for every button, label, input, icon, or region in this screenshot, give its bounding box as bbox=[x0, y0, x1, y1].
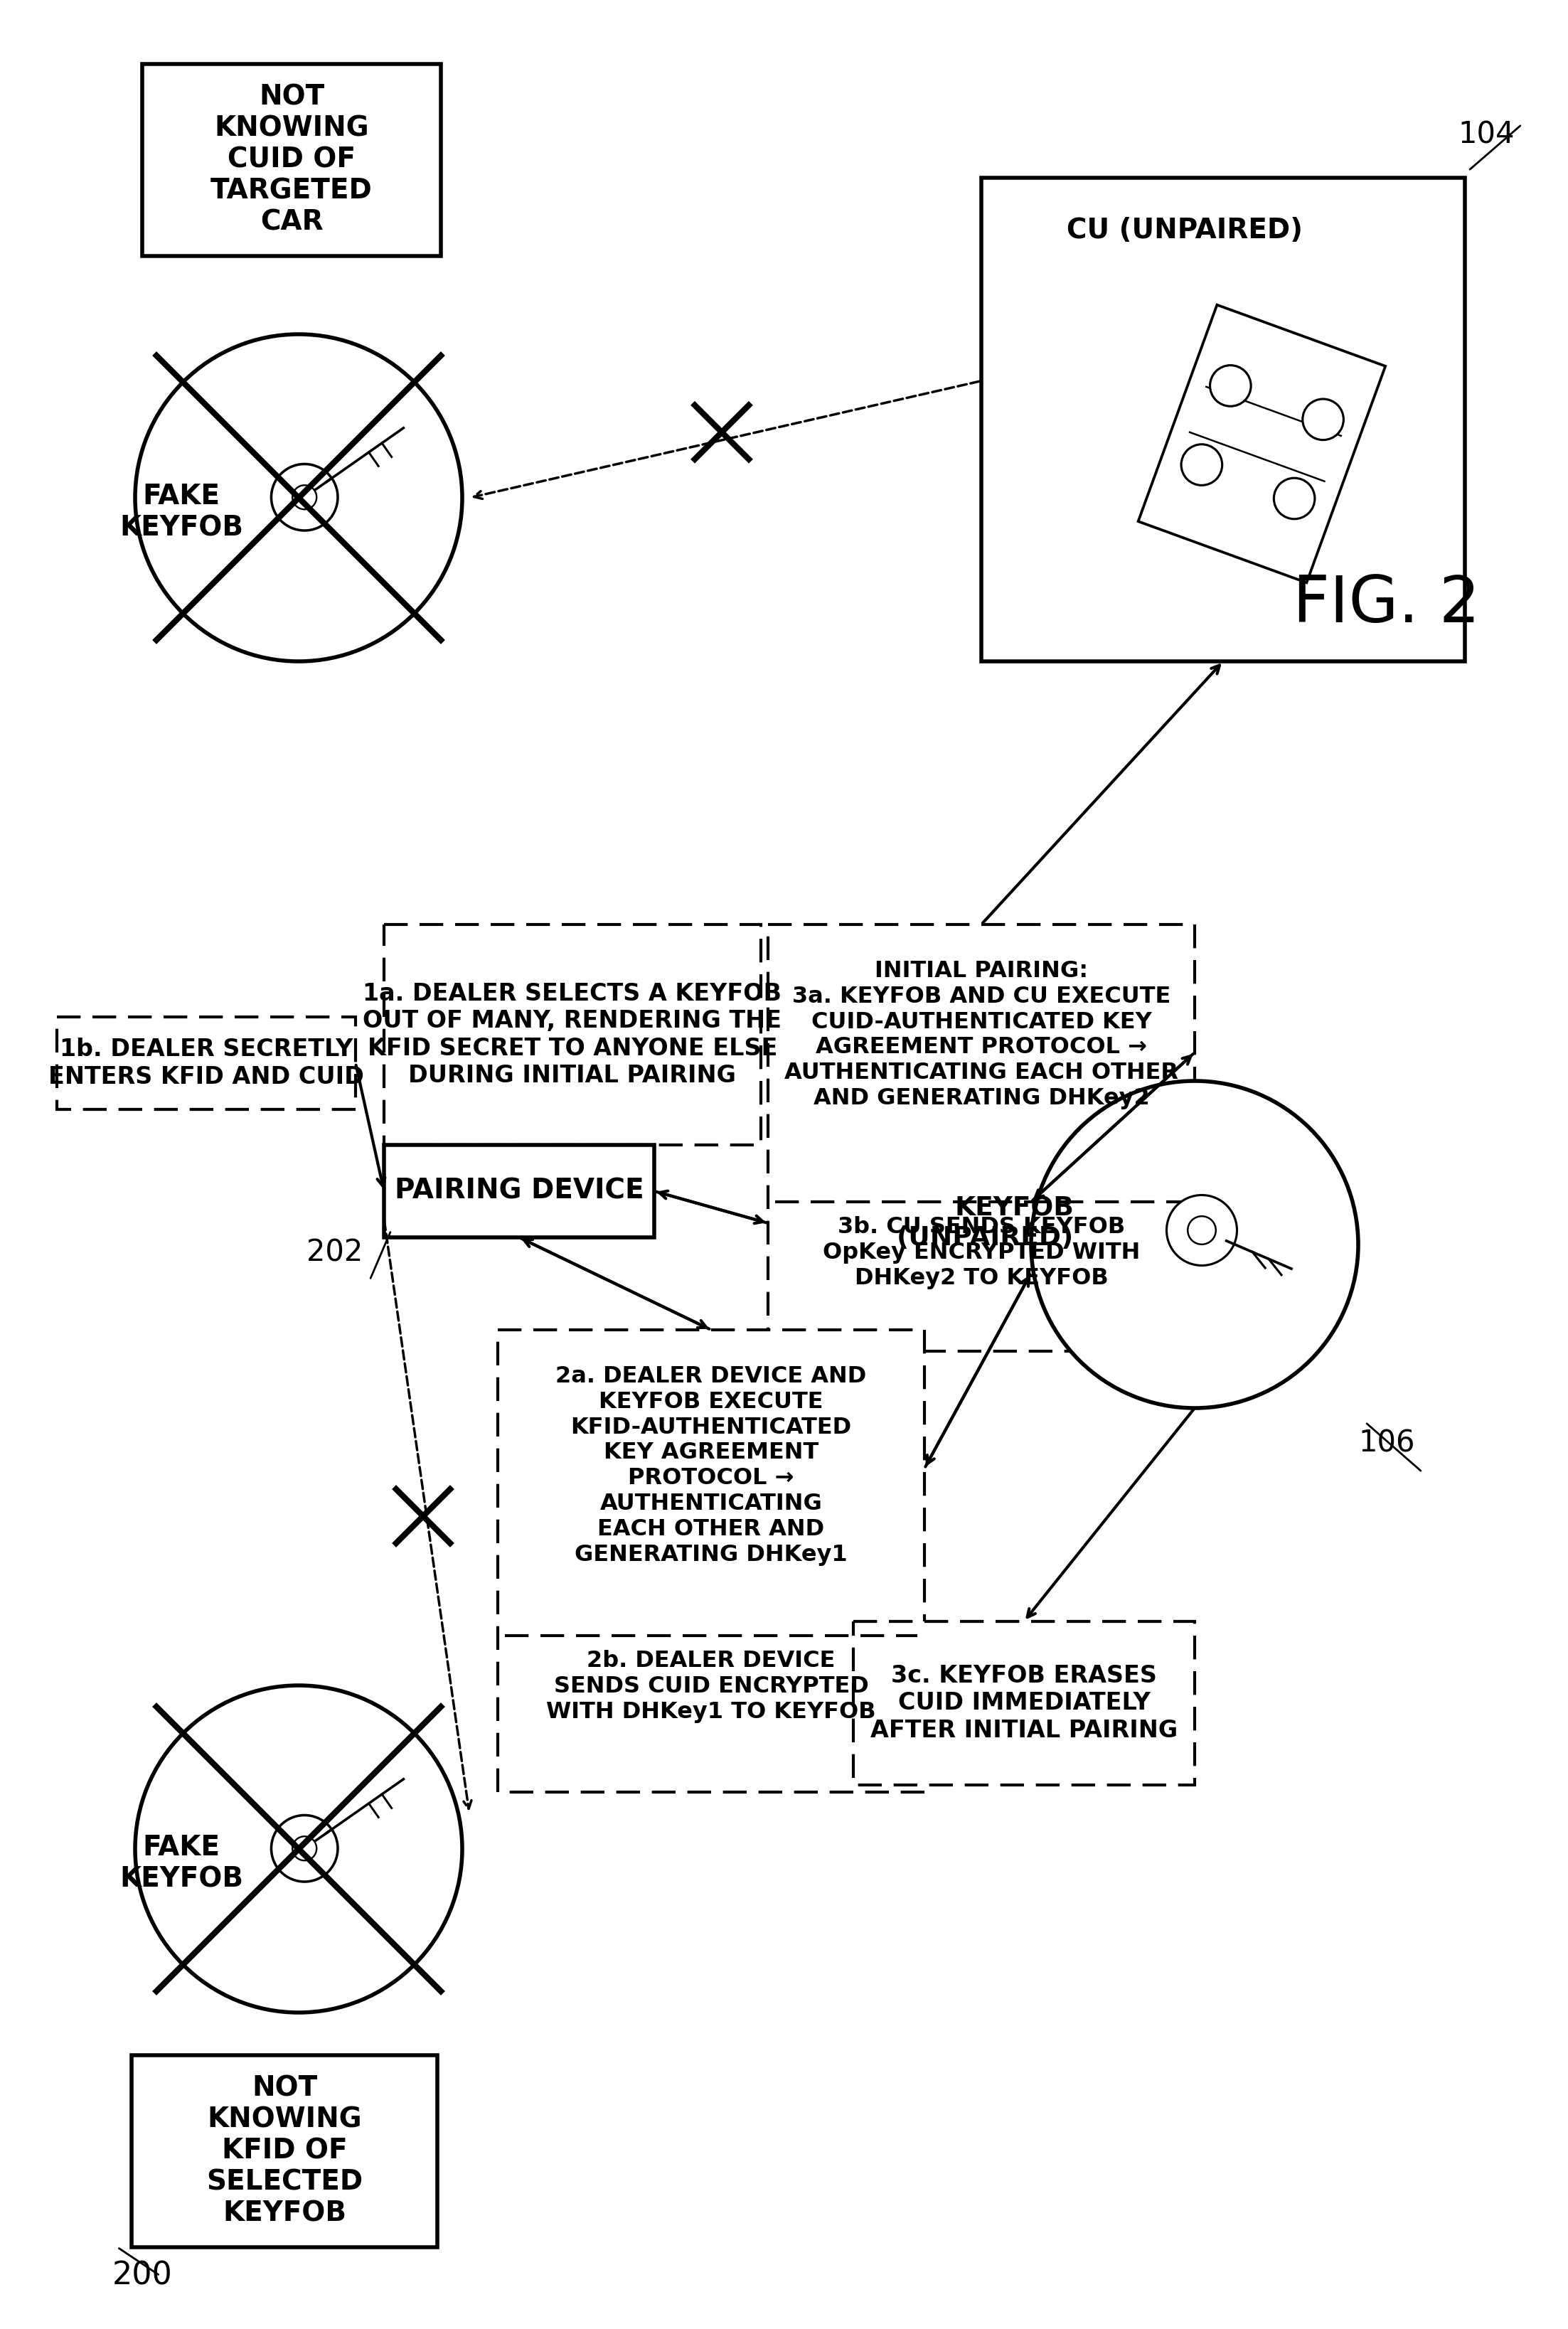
Circle shape bbox=[271, 463, 337, 531]
Bar bbox=[56, 1018, 356, 1109]
Circle shape bbox=[135, 1686, 463, 2012]
Text: KEYFOB
(UNPAIRED): KEYFOB (UNPAIRED) bbox=[897, 1195, 1074, 1251]
Bar bbox=[497, 1330, 925, 1791]
Bar bbox=[384, 925, 760, 1146]
Text: 202: 202 bbox=[306, 1237, 362, 1267]
Text: 104: 104 bbox=[1458, 121, 1515, 149]
Bar bbox=[384, 1146, 654, 1237]
Text: 3b. CU SENDS KEYFOB
OpKey ENCRYPTED WITH
DHKey2 TO KEYFOB: 3b. CU SENDS KEYFOB OpKey ENCRYPTED WITH… bbox=[823, 1216, 1140, 1288]
Text: PAIRING DEVICE: PAIRING DEVICE bbox=[395, 1178, 644, 1204]
Text: INITIAL PAIRING:
3a. KEYFOB AND CU EXECUTE
CUID-AUTHENTICATED KEY
AGREEMENT PROT: INITIAL PAIRING: 3a. KEYFOB AND CU EXECU… bbox=[784, 960, 1178, 1109]
Circle shape bbox=[1032, 1081, 1358, 1409]
Circle shape bbox=[1273, 477, 1316, 519]
Circle shape bbox=[292, 1835, 317, 1861]
Circle shape bbox=[135, 335, 463, 661]
Bar bbox=[982, 177, 1465, 661]
Text: 3c. KEYFOB ERASES
CUID IMMEDIATELY
AFTER INITIAL PAIRING: 3c. KEYFOB ERASES CUID IMMEDIATELY AFTER… bbox=[870, 1665, 1178, 1742]
Circle shape bbox=[1167, 1195, 1237, 1265]
Circle shape bbox=[292, 484, 317, 510]
Circle shape bbox=[1187, 1216, 1215, 1244]
Polygon shape bbox=[1138, 305, 1386, 582]
Bar bbox=[768, 925, 1195, 1351]
Text: NOT
KNOWING
CUID OF
TARGETED
CAR: NOT KNOWING CUID OF TARGETED CAR bbox=[210, 84, 373, 235]
Bar bbox=[853, 1621, 1195, 1784]
Circle shape bbox=[1210, 366, 1251, 405]
Circle shape bbox=[1181, 445, 1221, 484]
Text: FAKE
KEYFOB: FAKE KEYFOB bbox=[119, 1833, 243, 1893]
Text: 200: 200 bbox=[111, 2261, 172, 2292]
Circle shape bbox=[271, 1814, 337, 1882]
Text: FAKE
KEYFOB: FAKE KEYFOB bbox=[119, 482, 243, 540]
Text: CU (UNPAIRED): CU (UNPAIRED) bbox=[1066, 217, 1303, 245]
Text: FIG. 2: FIG. 2 bbox=[1294, 573, 1480, 636]
Text: 1a. DEALER SELECTS A KEYFOB
OUT OF MANY, RENDERING THE
KFID SECRET TO ANYONE ELS: 1a. DEALER SELECTS A KEYFOB OUT OF MANY,… bbox=[364, 983, 782, 1088]
Circle shape bbox=[1303, 398, 1344, 440]
Bar bbox=[132, 2054, 437, 2247]
Text: NOT
KNOWING
KFID OF
SELECTED
KEYFOB: NOT KNOWING KFID OF SELECTED KEYFOB bbox=[205, 2075, 362, 2227]
Text: 2a. DEALER DEVICE AND
KEYFOB EXECUTE
KFID-AUTHENTICATED
KEY AGREEMENT
PROTOCOL →: 2a. DEALER DEVICE AND KEYFOB EXECUTE KFI… bbox=[555, 1365, 867, 1565]
Text: 2b. DEALER DEVICE
SENDS CUID ENCRYPTED
WITH DHKey1 TO KEYFOB: 2b. DEALER DEVICE SENDS CUID ENCRYPTED W… bbox=[546, 1649, 877, 1723]
Text: 1b. DEALER SECRETLY
ENTERS KFID AND CUID: 1b. DEALER SECRETLY ENTERS KFID AND CUID bbox=[49, 1039, 364, 1088]
Bar bbox=[143, 63, 441, 256]
Text: 106: 106 bbox=[1358, 1428, 1414, 1458]
